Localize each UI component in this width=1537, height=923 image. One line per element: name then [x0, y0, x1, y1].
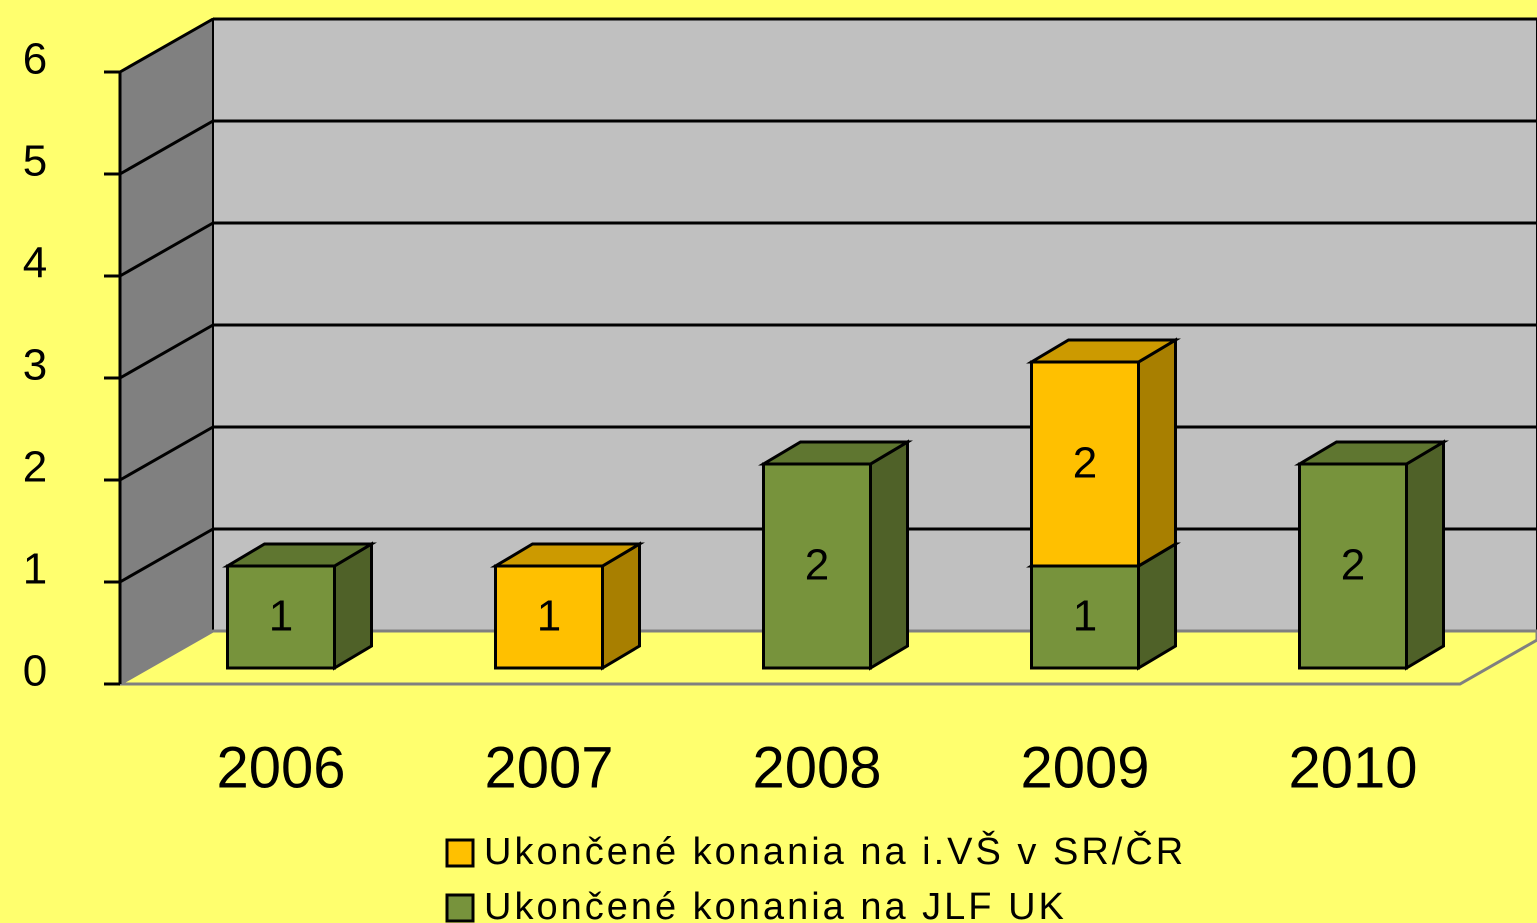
grid-line	[119, 17, 214, 74]
x-tick-label: 2006	[216, 735, 345, 800]
legend-swatch	[445, 838, 475, 868]
grid-line	[119, 527, 214, 584]
legend-label: Ukončené konania na i.VŠ v SR/ČR	[484, 829, 1186, 873]
x-tick-label: 2008	[752, 735, 881, 800]
bar	[1030, 360, 1140, 568]
bar	[226, 564, 336, 670]
data-label: 2	[1341, 541, 1365, 590]
bar	[1030, 564, 1140, 670]
bar	[1298, 462, 1408, 670]
x-tick-label: 2010	[1288, 735, 1417, 800]
grid-line	[119, 425, 214, 482]
data-label: 2	[805, 541, 829, 590]
bar	[494, 564, 604, 670]
y-tick-label: 6	[23, 35, 47, 84]
bar-side	[1137, 337, 1177, 569]
y-tick-label: 5	[23, 137, 47, 186]
data-label: 2	[1073, 439, 1097, 488]
bar	[762, 462, 872, 670]
data-label: 1	[1073, 592, 1097, 641]
y-tick-label: 2	[23, 443, 47, 492]
x-tick-label: 2007	[484, 735, 613, 800]
data-label: 1	[537, 592, 561, 641]
grid-line	[119, 323, 214, 380]
data-label: 1	[269, 592, 293, 641]
legend-label: Ukončené konania na JLF UK	[484, 886, 1067, 923]
y-tick-label: 3	[23, 341, 47, 390]
y-tick-label: 4	[23, 239, 47, 288]
legend-swatch	[445, 893, 475, 923]
x-tick-label: 2009	[1020, 735, 1149, 800]
bar-side	[869, 439, 909, 671]
grid-line	[119, 119, 214, 176]
grid-line	[119, 221, 214, 278]
y-tick-label: 1	[23, 545, 47, 594]
bar-side	[1405, 439, 1445, 671]
y-tick-label: 0	[23, 647, 47, 696]
